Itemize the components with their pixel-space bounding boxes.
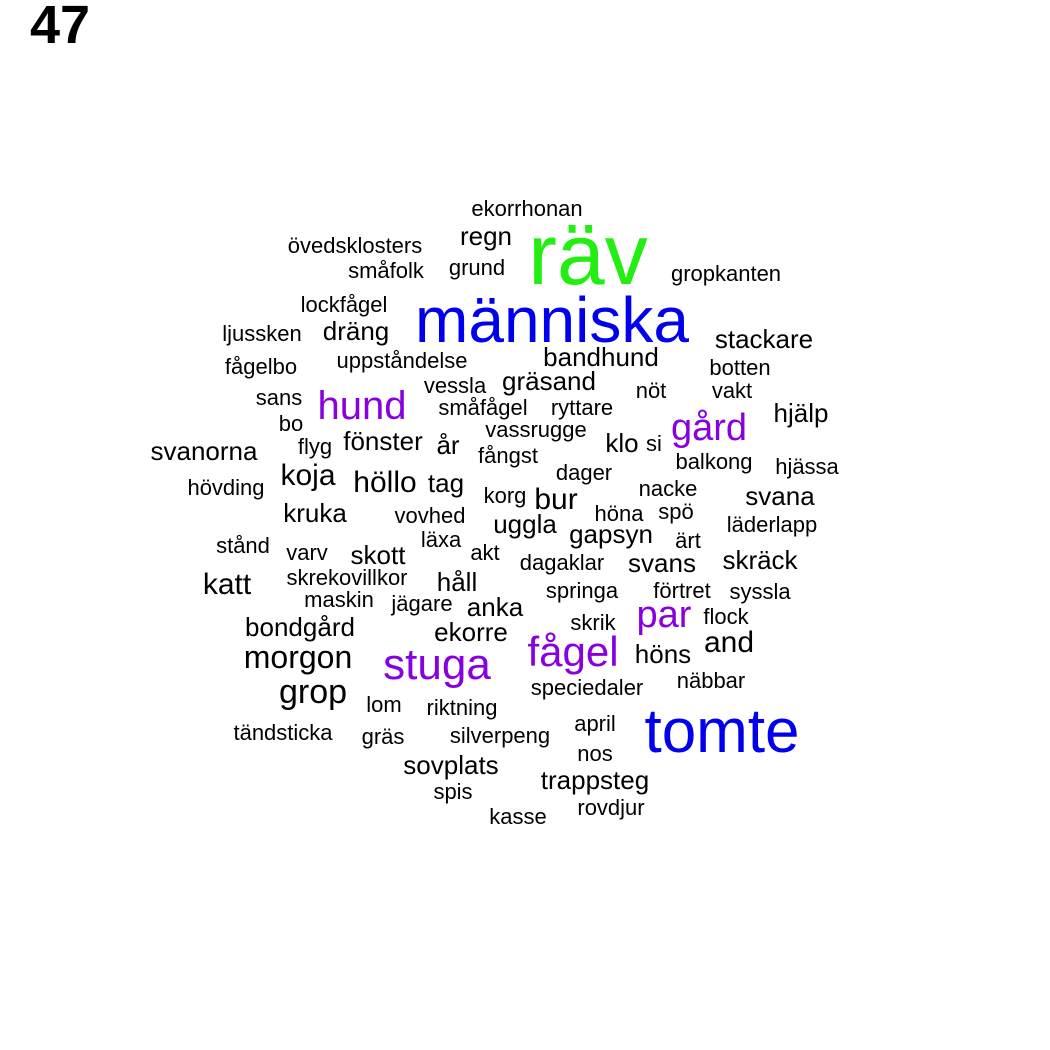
word-svana: svana [745,481,815,511]
word-vassrugge: vassrugge [485,417,587,442]
word-grop: grop [278,673,348,711]
word-smafagel: småfågel [438,395,528,420]
word-hovding: hövding [187,475,265,500]
page-number: 47 [30,0,91,55]
word-maskin: maskin [304,587,374,612]
word-si: si [646,431,662,456]
word-kruka: kruka [283,498,347,528]
word-and: and [703,626,755,659]
word-hund: hund [317,384,407,428]
word-fortret: förtret [653,578,711,603]
word-balkong: balkong [675,449,753,474]
word-ovedsklosters: övedsklosters [287,233,423,258]
word-fangst: fångst [478,443,538,468]
word-nos: nos [577,741,613,766]
word-tomte: tomte [644,697,800,766]
word-ekorrhonan: ekorrhonan [471,196,583,221]
word-regn: regn [459,221,513,251]
word-sovplats: sovplats [403,750,499,780]
word-akt: akt [470,540,500,565]
word-springa: springa [545,578,619,603]
word-ryttare: ryttare [550,395,614,420]
word-anka: anka [466,592,524,622]
word-jagare: jägare [391,591,453,616]
word-rav: räv [528,207,648,303]
word-drang: dräng [322,316,390,346]
word-gard: gård [670,407,748,449]
word-vessla: vessla [423,373,487,398]
word-bondgard: bondgård [245,612,355,642]
word-koja: koja [280,459,336,492]
word-katt: katt [202,568,252,601]
word-ljussken: ljussken [222,321,302,346]
word-tag: tag [427,468,465,498]
word-dagaklar: dagaklar [519,550,605,575]
word-fagel: fågel [527,628,619,675]
word-bur: bur [534,483,578,516]
word-kasse: kasse [489,804,547,829]
word-speciedaler: speciedaler [530,675,644,700]
word-botten: botten [709,355,771,380]
word-hona: höna [594,501,644,526]
word-silverpeng: silverpeng [449,723,551,748]
word-skrekovillkor: skrekovillkor [286,565,408,590]
word-fonster: fönster [343,426,423,456]
word-hall: håll [436,567,478,597]
word-tandsticka: tändsticka [233,720,333,745]
word-gras: gräs [361,724,405,749]
word-grasand: gräsand [502,366,596,396]
word-smafolk: småfolk [348,258,424,283]
word-vovhed: vovhed [394,503,466,528]
word-stand: stånd [216,533,270,558]
word-hons: höns [634,639,692,669]
word-hjassa: hjässa [775,454,839,479]
word-uggla: uggla [493,509,557,539]
word-laxa: läxa [420,527,462,552]
word-april: april [574,711,616,736]
word-ar: år [436,430,460,460]
word-bo: bo [278,411,304,436]
word-fagelbo: fågelbo [224,354,298,379]
word-lockfagel: lockfågel [300,292,388,317]
word-skrik: skrik [570,610,616,635]
word-riktning: riktning [426,695,498,720]
word-gapsyn: gapsyn [569,519,653,549]
word-lom: lom [366,692,402,717]
word-trappsteg: trappsteg [540,765,650,795]
word-art: ärt [675,528,701,553]
word-varv: varv [286,540,328,565]
word-rovdjur: rovdjur [577,795,645,820]
word-nacke: nacke [638,476,698,501]
word-dager: dager [555,460,613,485]
word-hjalp: hjälp [773,398,829,428]
word-morgon: morgon [243,639,353,675]
word-ekorre: ekorre [434,617,508,647]
word-spo: spö [658,499,694,524]
word-nabbar: näbbar [676,668,746,693]
word-laderlapp: läderlapp [726,512,818,537]
word-hollo: höllo [353,466,417,499]
word-vakt: vakt [711,378,753,403]
word-korg: korg [483,483,527,508]
word-flock: flock [703,604,749,629]
word-syssla: syssla [729,579,791,604]
word-par: par [636,594,692,636]
word-skrack: skräck [722,545,798,575]
word-not: nöt [635,378,667,403]
word-manniska: människa [415,284,689,356]
word-flyg: flyg [297,434,333,459]
word-sans: sans [255,385,303,410]
word-stackare: stackare [714,324,814,354]
word-grund: grund [448,255,506,280]
word-uppstandelse: uppståndelse [336,348,468,373]
word-gropkanten: gropkanten [670,261,782,286]
word-klo: klo [605,428,639,458]
word-spis: spis [433,779,473,804]
word-stuga: stuga [383,640,491,689]
word-svanorna: svanorna [150,436,258,466]
word-svans: svans [628,548,696,578]
word-skott: skott [350,540,406,570]
word-bandhund: bandhund [543,342,659,372]
